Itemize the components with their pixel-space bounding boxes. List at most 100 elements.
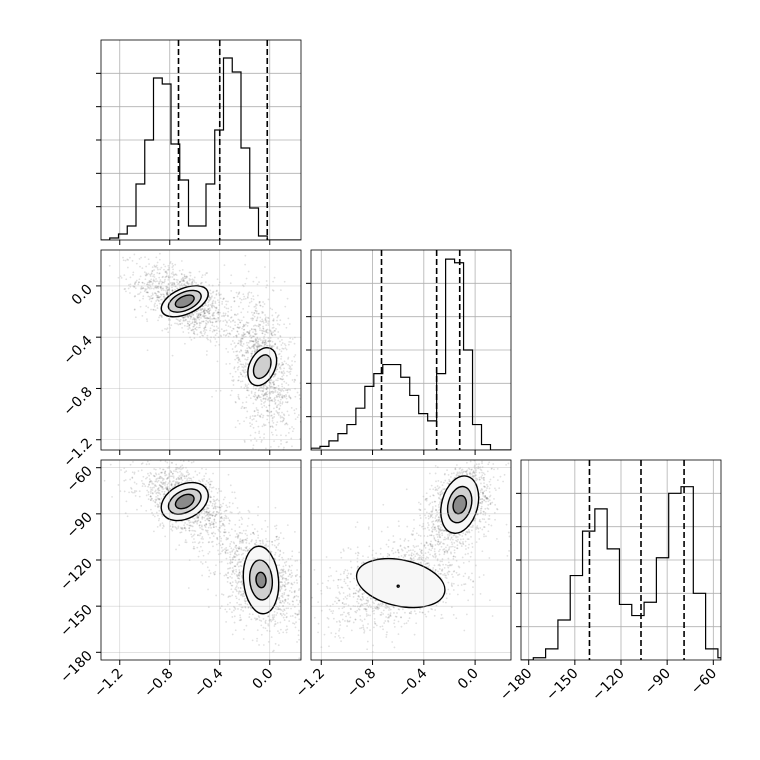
scatter-point xyxy=(247,331,249,334)
scatter-point xyxy=(210,304,213,307)
scatter-point xyxy=(244,600,247,603)
scatter-point xyxy=(206,309,208,312)
scatter-point xyxy=(221,517,224,520)
scatter-point xyxy=(187,328,190,330)
scatter-point xyxy=(284,585,287,588)
scatter-point xyxy=(270,345,273,348)
scatter-point xyxy=(285,393,287,396)
scatter-point xyxy=(165,487,168,490)
scatter-point xyxy=(221,522,224,525)
scatter-point xyxy=(197,519,200,522)
scatter-point xyxy=(231,616,234,618)
scatter-point xyxy=(220,520,223,523)
scatter-point xyxy=(221,303,224,305)
scatter-point xyxy=(160,289,163,292)
scatter-point xyxy=(201,516,204,519)
scatter-point xyxy=(254,344,256,346)
scatter-point xyxy=(279,588,281,591)
scatter-point xyxy=(236,550,239,553)
scatter-point xyxy=(193,517,196,520)
scatter-point xyxy=(296,613,299,616)
scatter-point xyxy=(207,511,209,514)
scatter-point xyxy=(220,515,223,518)
scatter-point xyxy=(226,314,229,317)
scatter-point xyxy=(193,311,196,314)
scatter-point xyxy=(202,305,205,308)
scatter-point xyxy=(304,398,306,400)
scatter-point xyxy=(264,519,267,522)
scatter-point xyxy=(252,340,255,343)
scatter-point xyxy=(240,340,243,343)
scatter-point xyxy=(146,291,149,294)
scatter-point xyxy=(133,308,136,311)
scatter-point xyxy=(186,325,189,328)
scatter-point xyxy=(272,382,275,385)
scatter-point xyxy=(144,289,147,292)
scatter-point xyxy=(241,576,244,579)
scatter-point xyxy=(192,328,195,331)
scatter-point xyxy=(190,329,193,332)
scatter-point xyxy=(238,590,241,593)
scatter-point xyxy=(152,287,155,290)
scatter-point xyxy=(298,657,301,660)
scatter-point xyxy=(279,393,282,396)
scatter-point xyxy=(199,322,202,324)
scatter-point xyxy=(282,363,285,365)
scatter-point xyxy=(197,309,200,311)
scatter-point xyxy=(254,351,256,353)
scatter-point xyxy=(165,291,168,294)
scatter-point xyxy=(164,297,166,299)
scatter-point xyxy=(242,323,245,326)
scatter-point xyxy=(212,312,215,315)
scatter-point xyxy=(247,389,250,392)
scatter-point xyxy=(226,562,229,565)
scatter-point xyxy=(253,347,256,350)
scatter-point xyxy=(188,529,191,532)
scatter-point xyxy=(234,324,237,327)
scatter-point xyxy=(237,397,240,400)
scatter-point xyxy=(278,596,281,599)
scatter-point xyxy=(219,389,222,392)
scatter-point xyxy=(274,403,277,405)
hist-panel-2 xyxy=(516,459,722,661)
scatter-point xyxy=(146,318,148,321)
scatter-point xyxy=(138,281,140,284)
scatter-point xyxy=(225,504,228,507)
scatter-point xyxy=(156,452,158,454)
scatter-point xyxy=(247,292,250,295)
scatter-point xyxy=(140,463,143,465)
scatter-point xyxy=(237,358,240,361)
scatter-point xyxy=(272,319,274,322)
scatter-point xyxy=(132,460,134,463)
scatter-point xyxy=(204,519,207,522)
scatter-point xyxy=(285,631,288,634)
scatter-point xyxy=(158,282,160,285)
scatter-point xyxy=(278,323,281,326)
scatter-point xyxy=(150,473,153,475)
scatter-point xyxy=(174,480,177,483)
scatter-point xyxy=(270,333,273,335)
scatter-point xyxy=(187,331,190,334)
scatter-point xyxy=(196,333,199,336)
scatter-point xyxy=(263,544,266,547)
scatter-point xyxy=(243,628,246,631)
scatter-point xyxy=(188,473,191,475)
scatter-point xyxy=(162,478,165,480)
scatter-point xyxy=(205,354,208,356)
scatter-point xyxy=(256,530,259,533)
scatter-point xyxy=(149,495,152,498)
scatter-point xyxy=(165,478,168,480)
scatter-point xyxy=(244,538,247,541)
scatter-point xyxy=(160,287,162,290)
scatter-point xyxy=(178,475,181,477)
scatter-point xyxy=(162,287,164,290)
scatter-point xyxy=(276,316,279,319)
scatter-point xyxy=(182,460,185,463)
scatter-point xyxy=(288,394,291,397)
scatter-point xyxy=(175,548,177,551)
scatter-point xyxy=(207,606,210,609)
scatter-point xyxy=(240,516,243,519)
scatter-point xyxy=(166,289,169,291)
pair-panel-1-2 xyxy=(310,459,512,661)
scatter-point xyxy=(131,477,134,479)
